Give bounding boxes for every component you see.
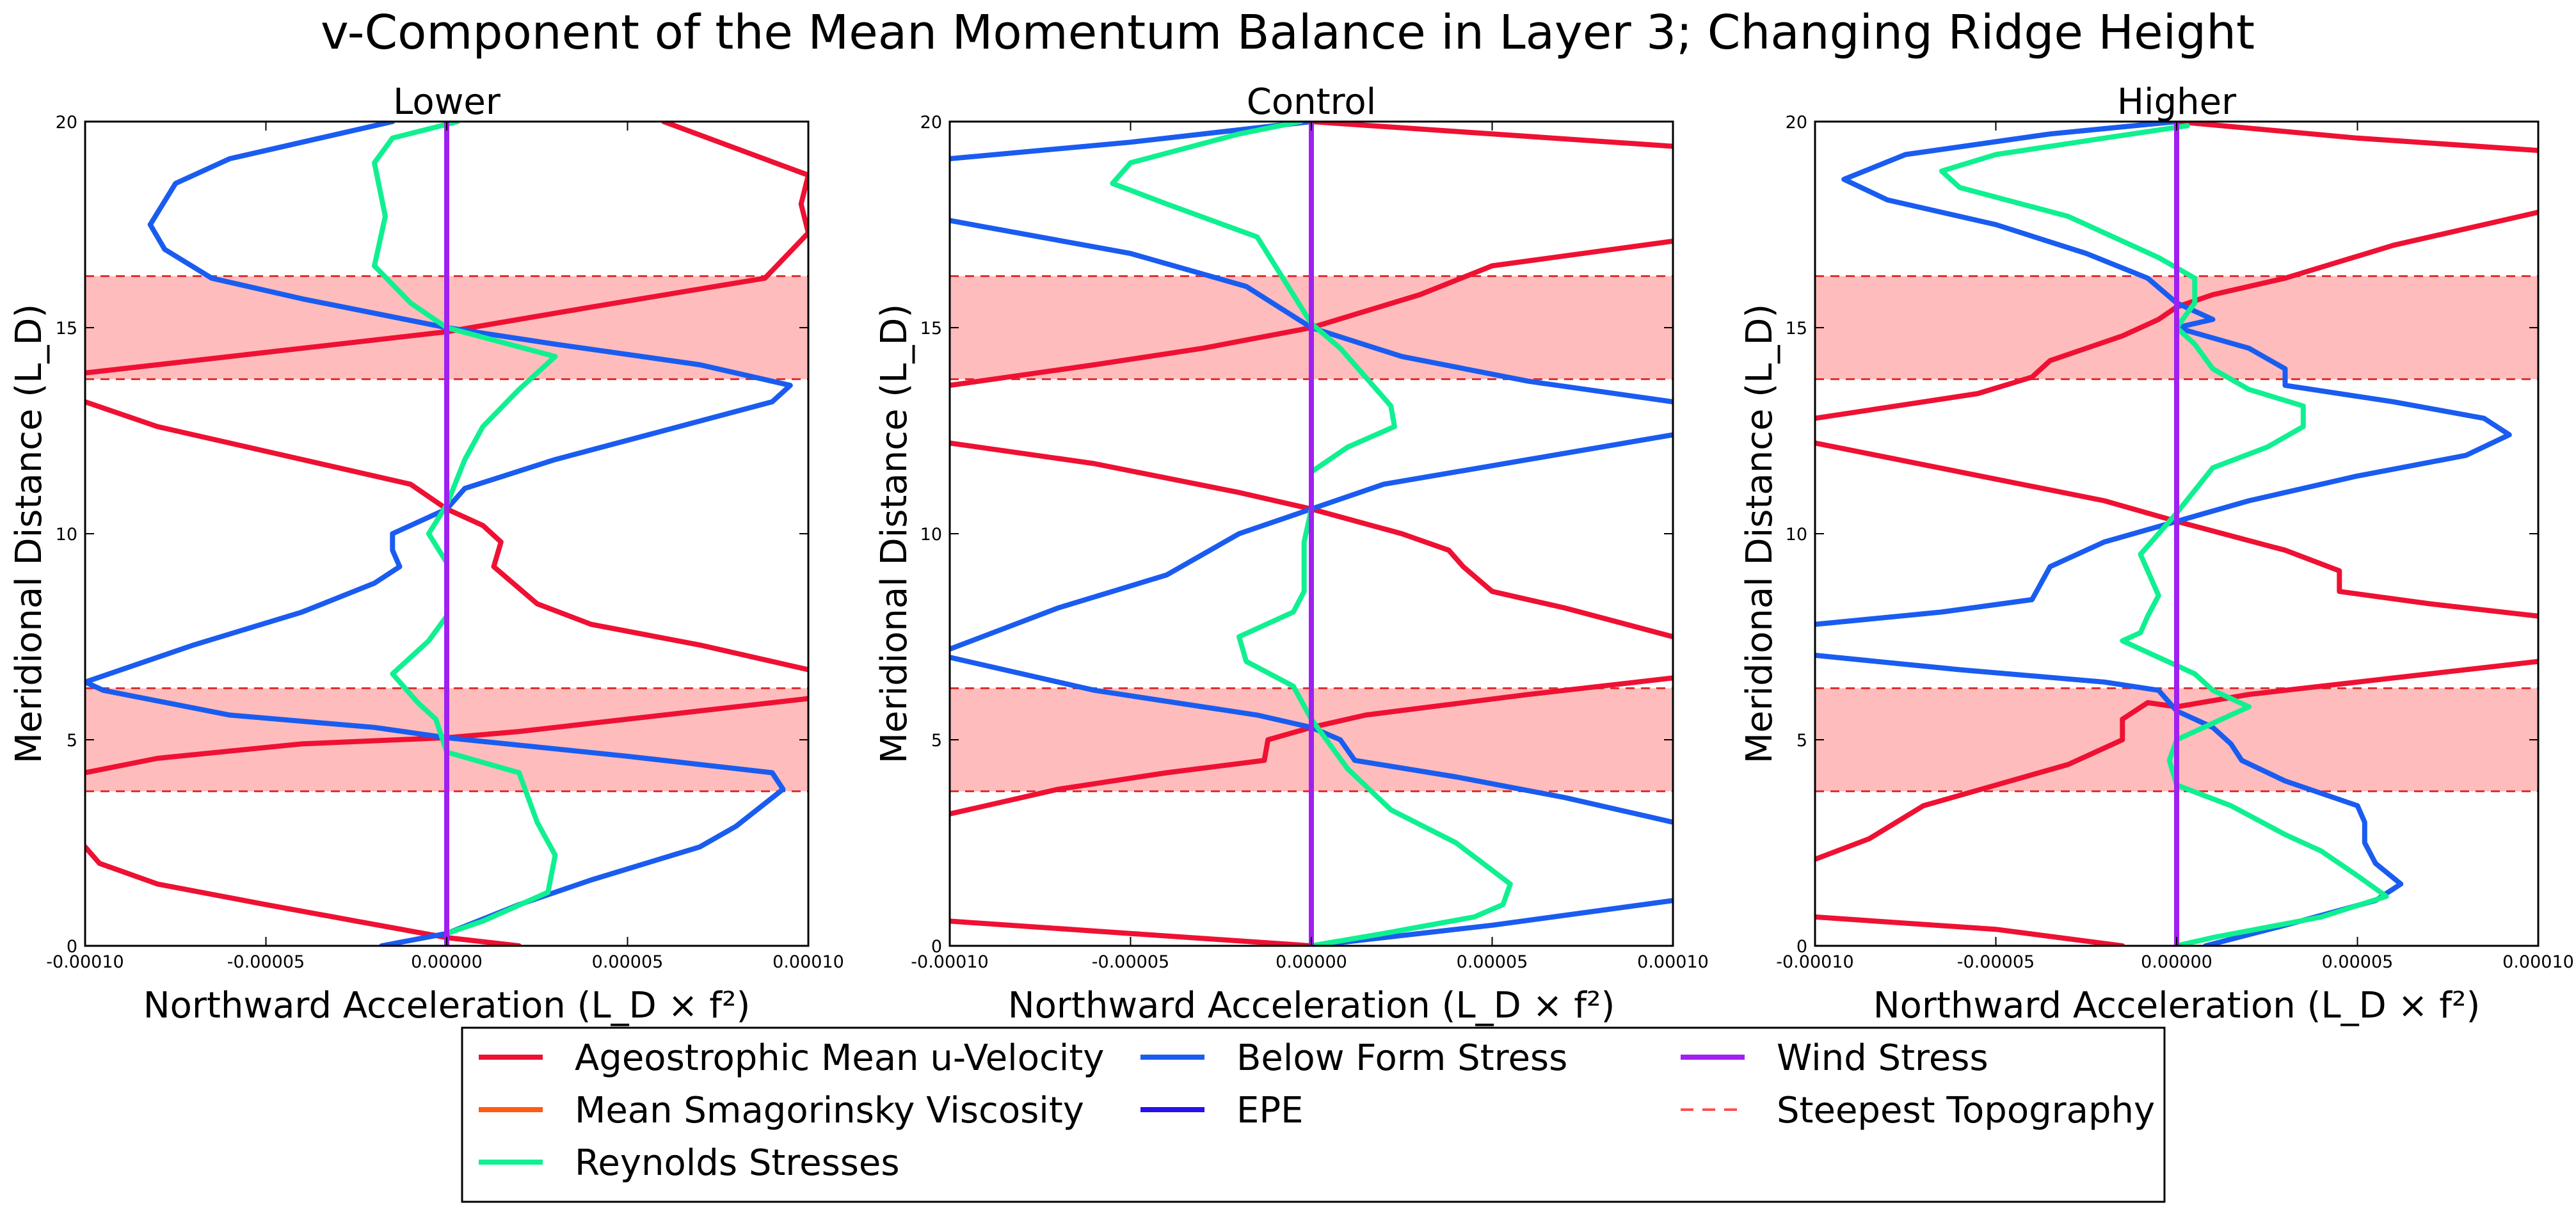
y-tick-label: 15: [920, 319, 942, 339]
x-tick-label: 0.00005: [592, 952, 664, 972]
y-tick-label: 0: [67, 937, 77, 957]
series-below-form-stress: [950, 655, 1673, 825]
series-ageostrophic-mean-u-velocity: [950, 238, 1673, 388]
series-reynolds-stresses: [1110, 122, 1513, 946]
legend-label-steepest-topography: Steepest Topography: [1777, 1090, 2155, 1131]
series-ageostrophic-mean-u-velocity: [950, 918, 1314, 946]
panel-title-higher: Higher: [2117, 81, 2237, 123]
x-tick-label: 0.00000: [2141, 952, 2212, 972]
x-tick-label: 0.00010: [772, 952, 844, 972]
series-reynolds-stresses: [372, 122, 558, 936]
legend-label-mean-smagorinsky-viscosity: Mean Smagorinsky Viscosity: [575, 1090, 1084, 1131]
series-ageostrophic-mean-u-velocity: [1815, 440, 2538, 619]
y-tick-label: 15: [56, 319, 77, 339]
y-tick-label: 10: [1786, 525, 1807, 545]
legend-label-epe: EPE: [1236, 1090, 1304, 1131]
x-tick-label: 0.00010: [1637, 952, 1709, 972]
y-axis-label-lower: Meridional Distance (L_D): [8, 304, 50, 764]
legend-label-ageostrophic-mean-u-velocity: Ageostrophic Mean u-Velocity: [575, 1037, 1104, 1079]
legend-label-wind-stress: Wind Stress: [1777, 1037, 1988, 1079]
y-axis-label-higher: Meridional Distance (L_D): [1739, 304, 1780, 764]
x-tick-label: -0.00010: [46, 952, 124, 972]
x-axis-label-control: Northward Acceleration (L_D × f²): [1008, 985, 1615, 1026]
series-below-form-stress: [950, 432, 1673, 652]
legend-label-below-form-stress: Below Form Stress: [1236, 1037, 1567, 1079]
y-tick-label: 20: [920, 113, 942, 132]
series-ageostrophic-mean-u-velocity: [2174, 122, 2538, 154]
x-tick-label: -0.00005: [1957, 952, 2035, 972]
y-tick-label: 0: [1796, 937, 1807, 957]
y-tick-label: 20: [56, 113, 77, 132]
y-tick-label: 15: [1786, 319, 1807, 339]
x-tick-label: 0.00010: [2502, 952, 2574, 972]
series-ageostrophic-mean-u-velocity: [1815, 658, 2538, 862]
series-ageostrophic-mean-u-velocity: [1309, 122, 1673, 149]
figure-title: v-Component of the Mean Momentum Balance…: [321, 5, 2255, 60]
x-tick-label: -0.00005: [1092, 952, 1169, 972]
x-axis-label-lower: Northward Acceleration (L_D × f²): [143, 985, 751, 1026]
y-tick-label: 10: [920, 525, 942, 545]
y-tick-label: 5: [1796, 731, 1807, 751]
panel-title-control: Control: [1247, 81, 1376, 123]
y-axis-label-control: Meridional Distance (L_D): [874, 304, 915, 764]
y-tick-label: 20: [1786, 113, 1807, 132]
series-ageostrophic-mean-u-velocity: [950, 675, 1673, 817]
x-tick-label: -0.00010: [911, 952, 988, 972]
x-tick-label: 0.00000: [1276, 952, 1347, 972]
y-tick-label: 5: [931, 731, 942, 751]
x-tick-label: 0.00005: [2322, 952, 2394, 972]
panel-higher: Higher Northward Acceleration (L_D × f²)…: [1739, 81, 2574, 1026]
y-tick-label: 5: [67, 731, 77, 751]
series-below-form-stress: [85, 122, 793, 946]
x-axis-label-higher: Northward Acceleration (L_D × f²): [1873, 985, 2481, 1026]
y-tick-label: 10: [56, 525, 77, 545]
x-tick-label: 0.00005: [1457, 952, 1528, 972]
legend: Ageostrophic Mean u-Velocity Below Form S…: [461, 1026, 2166, 1203]
panel-lower: Lower Northward Acceleration (L_D × f²) …: [8, 81, 844, 1026]
series-reynolds-stresses: [1939, 123, 2389, 946]
series-below-form-stress: [1309, 898, 1673, 946]
panel-title-lower: Lower: [393, 81, 501, 123]
series-ageostrophic-mean-u-velocity: [1815, 914, 2125, 946]
x-tick-label: -0.00010: [1776, 952, 1853, 972]
series-below-form-stress: [1815, 122, 2512, 627]
series-ageostrophic-mean-u-velocity: [85, 122, 808, 376]
series-below-form-stress: [1815, 653, 2404, 946]
series-ageostrophic-mean-u-velocity: [950, 440, 1673, 639]
series-ageostrophic-mean-u-velocity: [85, 399, 808, 673]
panel-control: Control Northward Acceleration (L_D × f²…: [874, 81, 1709, 1026]
x-tick-label: 0.00000: [411, 952, 483, 972]
y-tick-label: 0: [931, 937, 942, 957]
x-tick-label: -0.00005: [227, 952, 305, 972]
series-below-form-stress: [950, 122, 1314, 161]
legend-label-reynolds-stresses: Reynolds Stresses: [575, 1142, 900, 1184]
legend-frame: [461, 1026, 2166, 1203]
series-ageostrophic-mean-u-velocity: [1815, 209, 2538, 421]
